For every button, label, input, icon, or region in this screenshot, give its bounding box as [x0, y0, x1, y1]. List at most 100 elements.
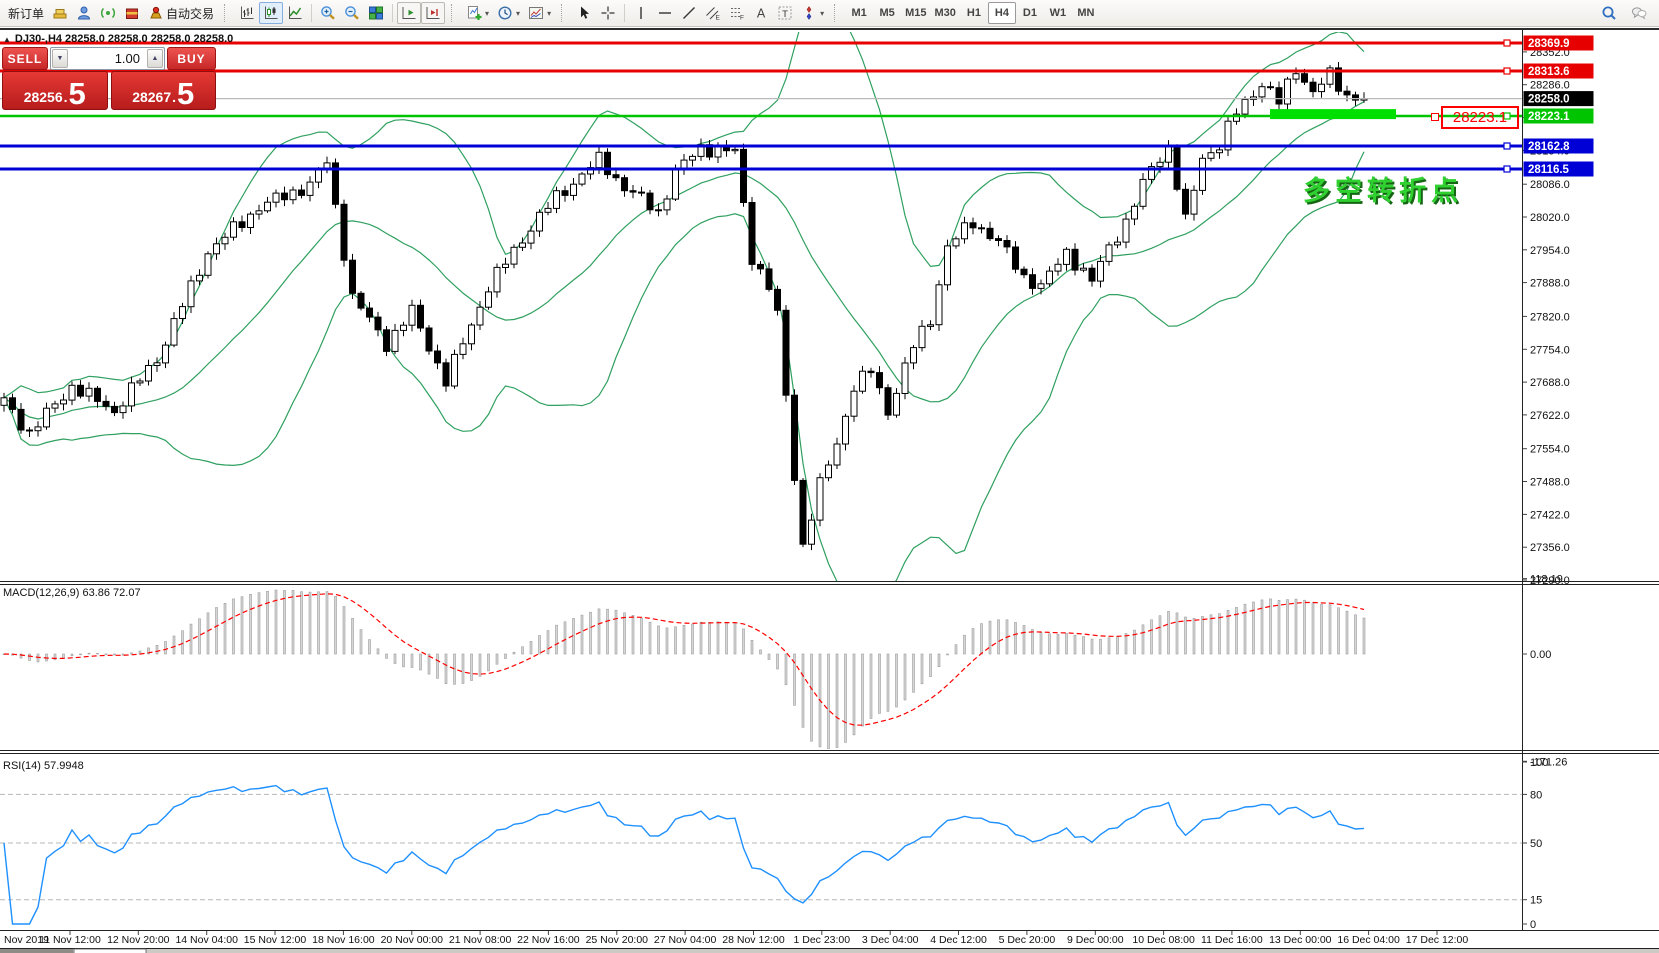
time-axis-label: 5 Dec 20:00: [999, 934, 1056, 946]
tile-windows-button[interactable]: [364, 2, 388, 24]
dropdown-caret-icon[interactable]: ▾: [820, 8, 825, 18]
auto-scroll-button[interactable]: [397, 2, 422, 24]
text-button[interactable]: A: [749, 2, 773, 24]
candle-body: [1071, 248, 1079, 271]
line-chart-button[interactable]: [283, 2, 307, 24]
candle-body: [77, 384, 84, 397]
candle-body: [434, 350, 441, 364]
macd-bar: [155, 644, 159, 655]
price-label-anchor-handle[interactable]: [1431, 113, 1439, 121]
candlestick-chart-button[interactable]: [259, 2, 284, 24]
candle-body: [442, 362, 450, 387]
autotrading-button[interactable]: 自动交易: [144, 2, 218, 24]
line-handle[interactable]: [1503, 39, 1511, 47]
tf-m30[interactable]: M30: [931, 2, 960, 24]
sell-price-main: 28256: [23, 89, 63, 105]
horizontal-line-button[interactable]: [653, 2, 677, 24]
arrows-button[interactable]: ▾: [797, 2, 828, 24]
candle-body: [272, 192, 280, 203]
market-icon: [126, 8, 139, 19]
volume-decrease-button[interactable]: ▼: [52, 49, 68, 68]
buy-button[interactable]: BUY: [167, 47, 216, 70]
line-handle[interactable]: [1503, 165, 1511, 173]
price-axis[interactable]: 28352.028286.028220.028154.028086.028020…: [1522, 35, 1594, 588]
tf-h1[interactable]: H1: [960, 2, 988, 24]
time-axis-label: 20 Nov 00:00: [381, 934, 444, 946]
rsi-axis-label: 0: [1530, 919, 1536, 931]
equidistant-channel-button[interactable]: E: [701, 2, 725, 24]
price-tag-label: 28258.0: [1528, 94, 1570, 106]
autotrading-label: 自动交易: [166, 6, 215, 21]
macd-bar: [980, 623, 983, 655]
zoom-out-button[interactable]: [340, 2, 364, 24]
tf-w1[interactable]: W1: [1044, 2, 1072, 24]
trend-line-button[interactable]: [677, 2, 701, 24]
gold-button[interactable]: [48, 2, 72, 24]
buy-price-display[interactable]: 28267. 5: [110, 71, 216, 110]
dropdown-caret-icon[interactable]: ▾: [547, 8, 552, 18]
vertical-line-button[interactable]: [629, 2, 653, 24]
time-axis-label: 13 Dec 00:00: [1269, 934, 1332, 946]
chart-shift-button[interactable]: [421, 2, 446, 24]
tf-m1[interactable]: M1: [845, 2, 873, 24]
tf-h4[interactable]: H4: [987, 2, 1016, 24]
periods-button[interactable]: ▾: [493, 2, 524, 24]
toolbar-group-scroll: [397, 2, 446, 24]
text-label-button[interactable]: T: [773, 2, 797, 24]
main-plot[interactable]: [0, 30, 1368, 599]
rsi-plot[interactable]: [0, 784, 1522, 925]
volume-input[interactable]: 1.00: [114, 51, 140, 66]
macd-bar: [1362, 617, 1366, 655]
signals-button[interactable]: [96, 2, 120, 24]
dropdown-caret-icon[interactable]: ▾: [485, 8, 490, 18]
macd-bar: [555, 624, 558, 655]
sell-button[interactable]: SELL: [2, 47, 48, 70]
time-axis-label: 27 Nov 04:00: [654, 934, 717, 946]
svg-text:T: T: [782, 9, 788, 20]
sell-price-display[interactable]: 28256. 5: [2, 71, 108, 110]
line-handle[interactable]: [1503, 112, 1511, 120]
tf-m15[interactable]: M15: [901, 2, 930, 24]
macd-bar: [699, 621, 703, 655]
chart-svg[interactable]: 28352.028286.028220.028154.028086.028020…: [0, 30, 1659, 953]
line-handle[interactable]: [1503, 142, 1511, 150]
web-profile-button[interactable]: [72, 2, 96, 24]
candle-body: [391, 329, 399, 352]
tf-d1[interactable]: D1: [1016, 2, 1044, 24]
cursor-button[interactable]: [572, 2, 596, 24]
chat-button[interactable]: [1627, 2, 1651, 24]
candle-body: [1207, 152, 1215, 159]
tf-m5[interactable]: M5: [873, 2, 901, 24]
zoom-in-button[interactable]: [316, 2, 340, 24]
crosshair-button[interactable]: [596, 2, 620, 24]
volume-increase-button[interactable]: ▲: [147, 49, 163, 68]
rsi-axis-label: 15: [1530, 895, 1542, 907]
panel-collapse-icon[interactable]: ▲: [3, 34, 11, 44]
tf-mn[interactable]: MN: [1072, 2, 1100, 24]
indicators-button[interactable]: ▾: [462, 2, 493, 24]
candle-body: [740, 148, 747, 203]
chart-tab-inactive[interactable]: [0, 949, 73, 953]
candle-body: [952, 238, 960, 247]
fibonacci-button[interactable]: F: [725, 2, 749, 24]
market-button[interactable]: [120, 2, 144, 24]
line-handle[interactable]: [1503, 67, 1511, 75]
time-axis-label: 10 Dec 08:00: [1132, 934, 1195, 946]
macd-plot[interactable]: [2, 589, 1366, 749]
highlight-zone-rect[interactable]: [1270, 109, 1396, 120]
time-axis-label: 12 Nov 20:00: [107, 934, 170, 946]
new-order-button[interactable]: 新订单: [4, 2, 48, 24]
chart-tab-active[interactable]: [73, 948, 147, 953]
candle-body: [1301, 73, 1308, 83]
templates-button[interactable]: ▾: [524, 2, 555, 24]
bar-chart-button[interactable]: [235, 2, 259, 24]
time-axis-label: 22 Nov 16:00: [517, 934, 580, 946]
time-axis-label: 4 Dec 12:00: [930, 934, 987, 946]
candle-body: [1012, 246, 1019, 270]
search-button[interactable]: [1597, 2, 1621, 24]
chart-annotation-text[interactable]: 多空转折点: [1303, 176, 1463, 206]
macd-bar: [623, 612, 626, 655]
dropdown-caret-icon[interactable]: ▾: [516, 8, 521, 18]
price-text-label[interactable]: 28223.1: [1441, 106, 1519, 129]
